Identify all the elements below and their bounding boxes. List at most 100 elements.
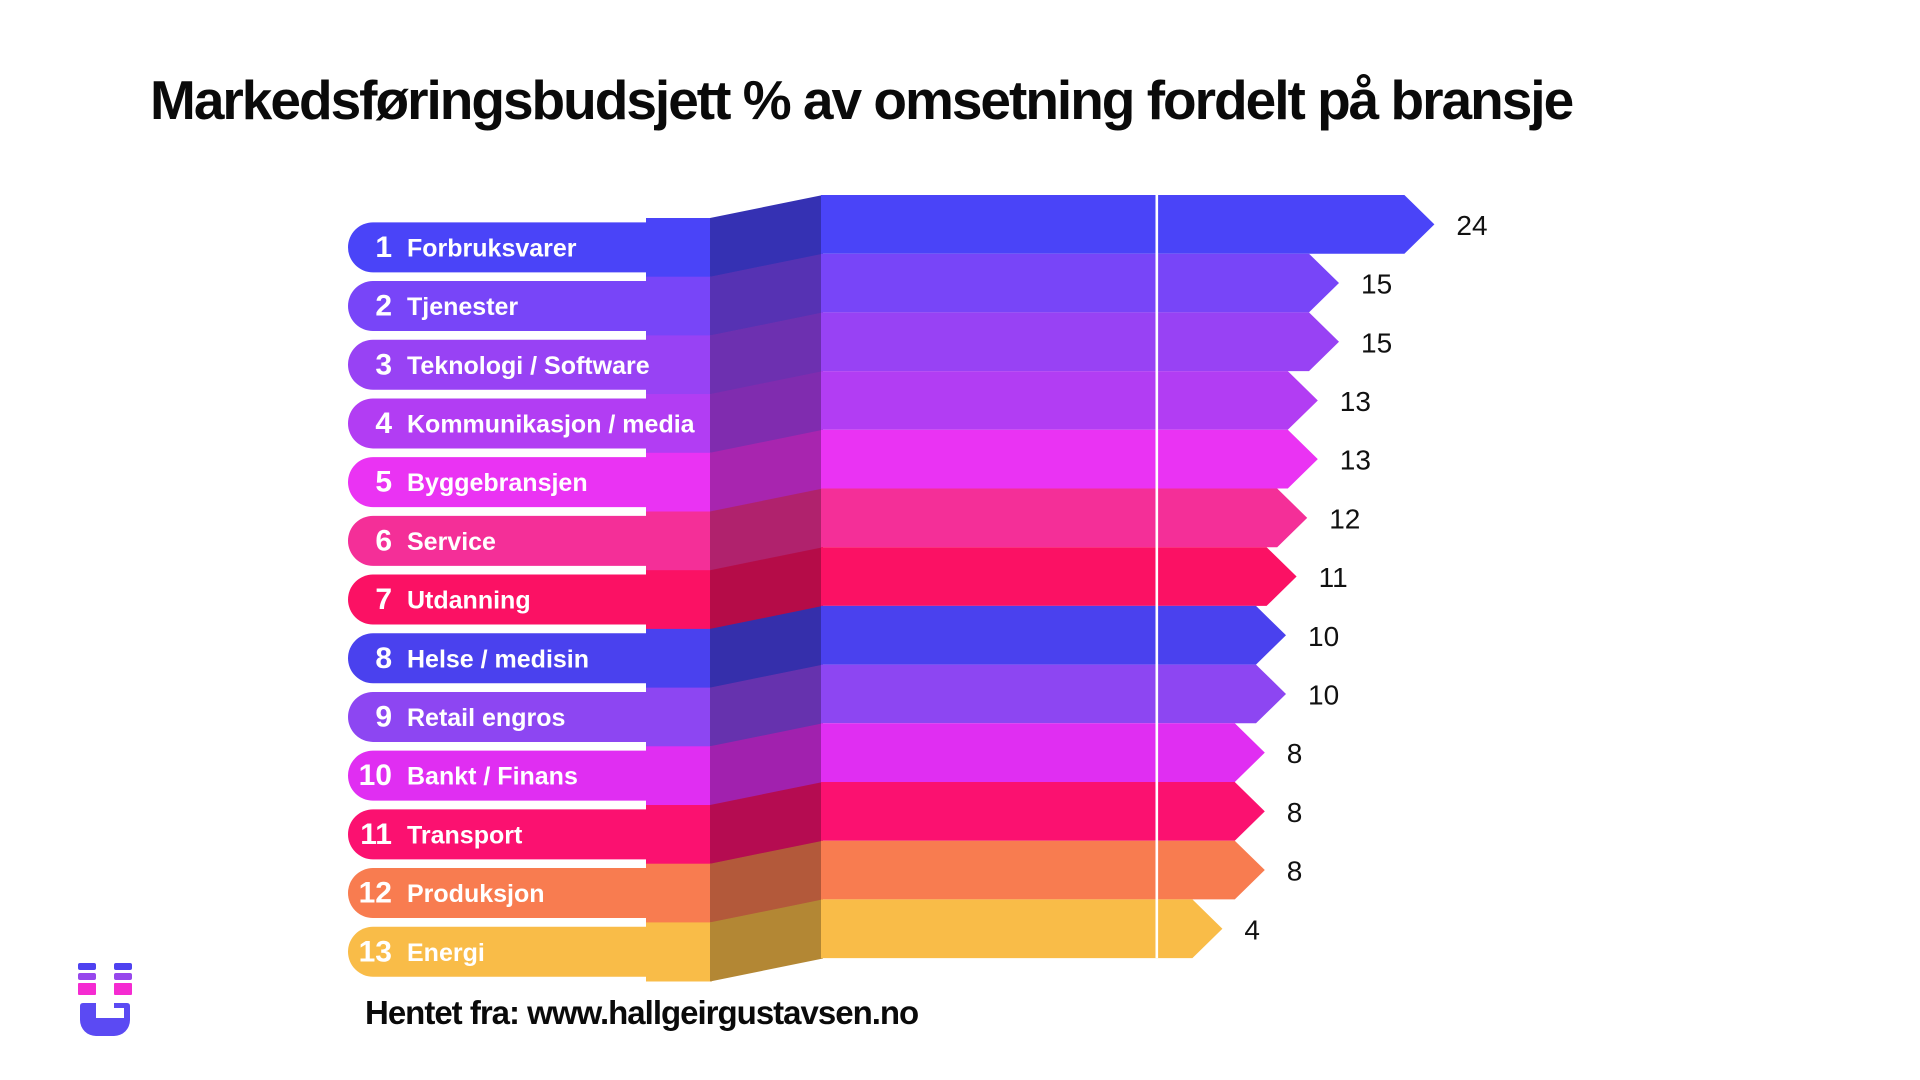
row-band	[646, 452, 712, 512]
row-fold	[710, 429, 823, 512]
row-fold	[710, 312, 823, 395]
bar-value: 24	[1456, 210, 1487, 241]
logo	[78, 963, 132, 1036]
bar-value: 15	[1361, 327, 1392, 358]
reference-line	[1155, 195, 1159, 959]
bar-value: 8	[1287, 738, 1303, 769]
bar	[821, 899, 1223, 959]
row-pill	[348, 457, 650, 508]
bar	[821, 782, 1265, 841]
logo-dash-icon	[78, 973, 96, 980]
logo-magnet-dashes	[78, 963, 132, 995]
row-pill	[348, 809, 650, 860]
row-fold	[710, 664, 823, 747]
row-pill	[348, 574, 650, 625]
row-pill	[348, 339, 650, 390]
row-fold	[710, 371, 823, 454]
bar-value: 10	[1308, 679, 1339, 710]
row-pill	[348, 868, 650, 919]
logo-dash-icon	[114, 973, 132, 980]
bar	[821, 253, 1339, 313]
row-label: Forbruksvarer	[407, 234, 577, 262]
row-pill	[348, 222, 650, 273]
row-label: Byggebransjen	[407, 469, 588, 497]
row-rank: 7	[375, 583, 392, 616]
logo-g-slot	[96, 1008, 124, 1018]
row-band	[646, 335, 712, 395]
bar-value: 13	[1340, 386, 1371, 417]
page-title: Markedsføringsbudsjett % av omsetning fo…	[150, 69, 1574, 131]
row-fold	[710, 840, 823, 923]
row-band	[646, 863, 712, 923]
row-label: Retail engros	[407, 704, 565, 732]
row-label: Produksjon	[407, 880, 545, 908]
logo-dash-icon	[114, 983, 132, 995]
row-label: Energi	[407, 939, 485, 967]
bar-value: 13	[1340, 445, 1371, 476]
bar	[821, 312, 1339, 372]
logo-dash-icon	[78, 963, 96, 970]
logo-dash-icon	[114, 963, 132, 970]
row-band	[646, 922, 712, 982]
row-rank: 3	[375, 348, 392, 381]
bar	[821, 840, 1265, 900]
row-label: Transport	[407, 821, 523, 849]
row-band	[646, 394, 712, 454]
row-band	[646, 805, 712, 865]
bar	[821, 547, 1297, 606]
bar	[821, 488, 1308, 548]
source-note: Hentet fra: www.hallgeirgustavsen.no	[365, 994, 919, 1031]
bar-value: 10	[1308, 621, 1339, 652]
row-band	[646, 687, 712, 747]
row-band	[646, 511, 712, 571]
row-band	[646, 570, 712, 630]
row-fold	[710, 899, 823, 982]
bar-value: 8	[1287, 797, 1303, 828]
row-fold	[710, 723, 823, 806]
row-rank: 4	[375, 407, 392, 440]
bar-value: 4	[1244, 914, 1260, 945]
bar	[821, 605, 1286, 665]
row-pill	[348, 691, 650, 742]
row-label: Bankt / Finans	[407, 763, 578, 791]
logo-dash-icon	[78, 983, 96, 995]
row-label: Kommunikasjon / media	[407, 410, 696, 438]
bar	[821, 664, 1286, 724]
row-pill	[348, 515, 650, 566]
bar-value: 11	[1319, 562, 1348, 593]
bar-value: 15	[1361, 269, 1392, 300]
row-label: Tjenester	[407, 293, 518, 321]
row-label: Service	[407, 528, 496, 556]
row-rank: 1	[375, 231, 392, 264]
row-label: Helse / medisin	[407, 645, 589, 673]
row-rank: 11	[360, 818, 392, 851]
logo-u-body	[80, 1003, 130, 1036]
bar	[821, 371, 1318, 430]
row-band	[646, 276, 712, 336]
row-fold	[710, 605, 823, 688]
row-pill	[348, 926, 650, 977]
bar	[821, 429, 1318, 489]
row-rank: 13	[359, 935, 392, 968]
row-fold	[710, 547, 823, 630]
row-rank: 9	[375, 700, 392, 733]
row-band	[646, 218, 712, 278]
bar	[821, 723, 1265, 782]
row-band	[646, 746, 712, 806]
row-rank: 10	[359, 759, 392, 792]
row-rank: 12	[359, 877, 392, 910]
row-band	[646, 628, 712, 688]
row-rank: 8	[375, 642, 392, 675]
row-rank: 2	[375, 290, 392, 323]
bar-value: 12	[1329, 503, 1360, 534]
row-fold	[710, 253, 823, 336]
bar	[821, 195, 1435, 254]
row-fold	[710, 782, 823, 865]
row-pill	[348, 633, 650, 684]
bar-value: 8	[1287, 856, 1303, 887]
row-rank: 6	[375, 524, 392, 557]
row-fold	[710, 195, 823, 278]
row-rank: 5	[375, 466, 392, 499]
